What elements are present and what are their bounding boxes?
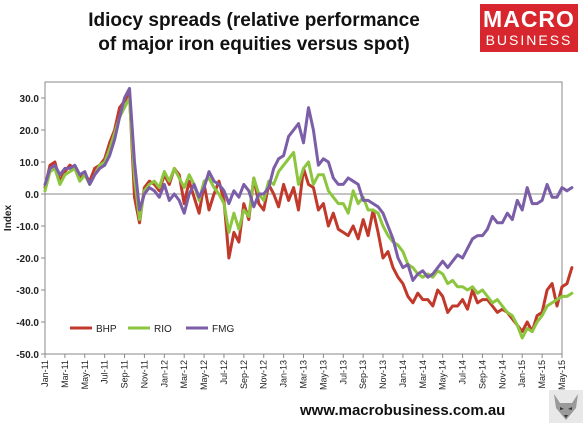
macrobusiness-logo: MACRO BUSINESS xyxy=(480,4,578,52)
chart-title: Idiocy spreads (relative performance of … xyxy=(44,9,464,57)
x-tick-label: Sep-12 xyxy=(239,360,249,389)
wolf-logo-icon xyxy=(549,390,583,423)
logo-line-1: MACRO xyxy=(483,6,575,32)
y-tick-label: 10.0 xyxy=(20,158,40,169)
y-tick-label: 30.0 xyxy=(20,94,40,105)
y-tick-label: 20.0 xyxy=(20,126,40,137)
x-tick-label: Nov-13 xyxy=(378,360,388,389)
x-tick-label: Jan-15 xyxy=(517,360,527,388)
x-tick-label: May-11 xyxy=(80,360,90,389)
x-tick-label: Mar-15 xyxy=(537,360,547,389)
x-tick-label: Mar-11 xyxy=(60,360,70,388)
x-tick-label: Jan-12 xyxy=(159,360,169,388)
x-tick-label: Jan-11 xyxy=(40,360,50,387)
x-tick-label: Jul-13 xyxy=(338,360,348,385)
x-tick-label: Jul-14 xyxy=(458,360,468,385)
y-tick-label: -40.0 xyxy=(16,318,39,329)
x-tick-label: Jan-14 xyxy=(398,360,408,388)
y-axis-label: Index xyxy=(3,205,14,232)
x-tick-label: Jul-11 xyxy=(100,360,110,384)
y-tick-label: 0.0 xyxy=(25,190,39,201)
plot-area-frame xyxy=(44,81,563,355)
y-tick-label: -20.0 xyxy=(16,254,39,265)
x-tick-label: Jan-13 xyxy=(279,360,289,388)
x-tick-label: Nov-14 xyxy=(497,360,507,389)
logo-line-2: BUSINESS xyxy=(485,32,573,48)
x-tick-label: Sep-13 xyxy=(358,360,368,389)
x-tick-label: Mar-14 xyxy=(418,360,428,389)
y-tick-label: -50.0 xyxy=(16,350,39,361)
y-tick-label: -10.0 xyxy=(16,222,39,233)
legend-label-rio: RIO xyxy=(154,324,172,335)
x-tick-label: May-14 xyxy=(438,360,448,390)
x-tick-label: Jul-12 xyxy=(219,360,229,385)
legend-label-fmg: FMG xyxy=(212,324,234,335)
x-tick-label: May-15 xyxy=(557,360,567,390)
x-tick-label: Sep-14 xyxy=(477,360,487,389)
title-line-2: of major iron equities versus spot) xyxy=(98,34,410,55)
legend-label-bhp: BHP xyxy=(96,324,117,335)
website-url: www.macrobusiness.com.au xyxy=(300,402,506,419)
title-line-1: Idiocy spreads (relative performance xyxy=(88,10,420,31)
x-tick-label: Mar-13 xyxy=(299,360,309,389)
x-tick-label: Nov-11 xyxy=(139,360,149,388)
series-line-bhp xyxy=(43,93,574,334)
x-tick-label: Mar-12 xyxy=(179,360,189,389)
y-tick-label: -30.0 xyxy=(16,286,39,297)
x-tick-label: May-12 xyxy=(199,360,209,390)
x-tick-label: Sep-11 xyxy=(120,360,130,388)
series-line-fmg xyxy=(43,86,574,282)
x-tick-label: May-13 xyxy=(318,360,328,390)
x-tick-label: Nov-12 xyxy=(259,360,269,389)
